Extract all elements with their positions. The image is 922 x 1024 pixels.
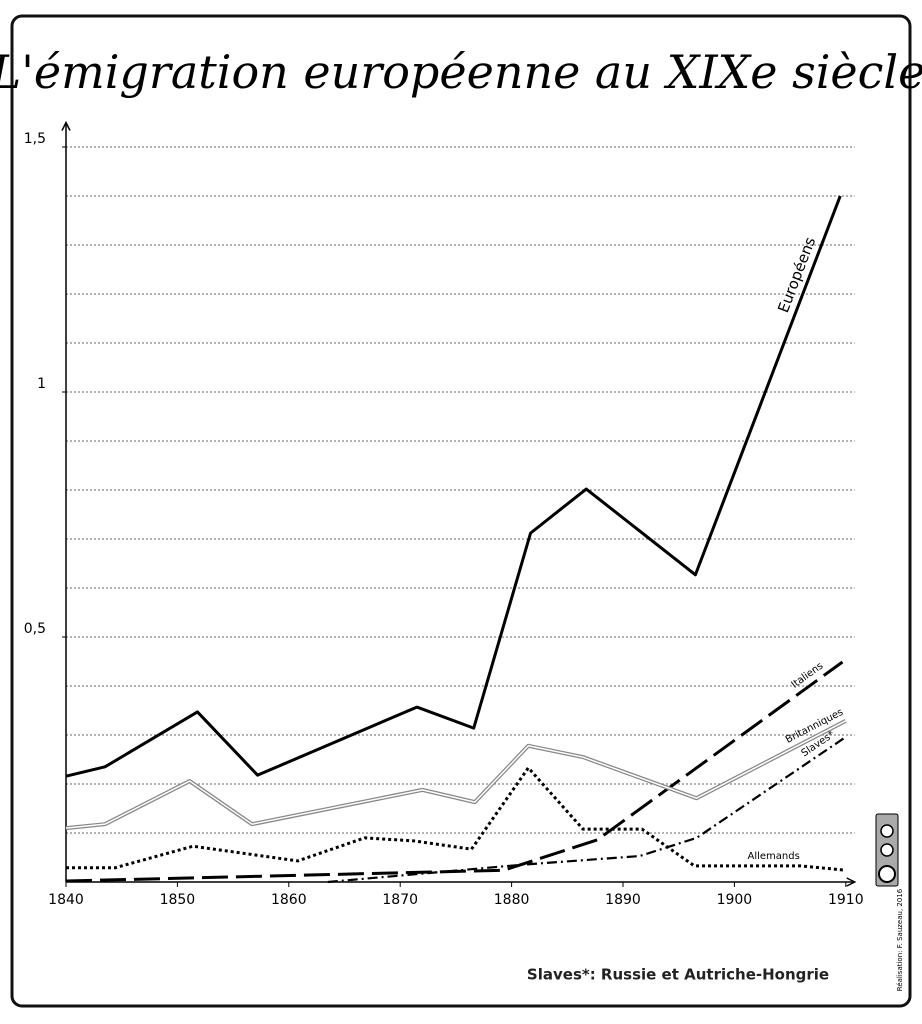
series-label: Allemands xyxy=(748,851,800,862)
y-axis-arrow xyxy=(61,120,71,131)
series xyxy=(327,736,847,884)
x-axis-arrow xyxy=(846,877,857,887)
chart-title: L'émigration européenne au XIXe siècle xyxy=(0,45,922,99)
cc-badge xyxy=(875,813,899,887)
series-line xyxy=(65,195,842,778)
frame xyxy=(10,14,912,1008)
y-tick-label: 1,5 xyxy=(24,131,46,147)
x-tick-label: 1910 xyxy=(828,892,864,908)
series-line-inner xyxy=(65,720,847,829)
y-tick-label: 1 xyxy=(37,376,46,392)
credit: Réalisation: F. Sauzeau, 2016 xyxy=(896,888,904,991)
x-tick-label: 1870 xyxy=(382,892,418,908)
x-tick-label: 1860 xyxy=(271,892,307,908)
footnote: Slaves*: Russie et Autriche-Hongrie xyxy=(527,966,829,984)
series xyxy=(65,195,842,778)
series-line xyxy=(327,736,847,884)
series xyxy=(65,660,844,883)
x-tick-label: 1850 xyxy=(160,892,196,908)
x-tick-label: 1890 xyxy=(605,892,641,908)
series xyxy=(65,719,847,831)
x-tick-label: 1900 xyxy=(717,892,753,908)
x-tick-label: 1880 xyxy=(494,892,530,908)
series-line xyxy=(65,660,844,883)
x-tick-label: 1840 xyxy=(48,892,84,908)
y-tick-label: 0,5 xyxy=(24,621,46,637)
